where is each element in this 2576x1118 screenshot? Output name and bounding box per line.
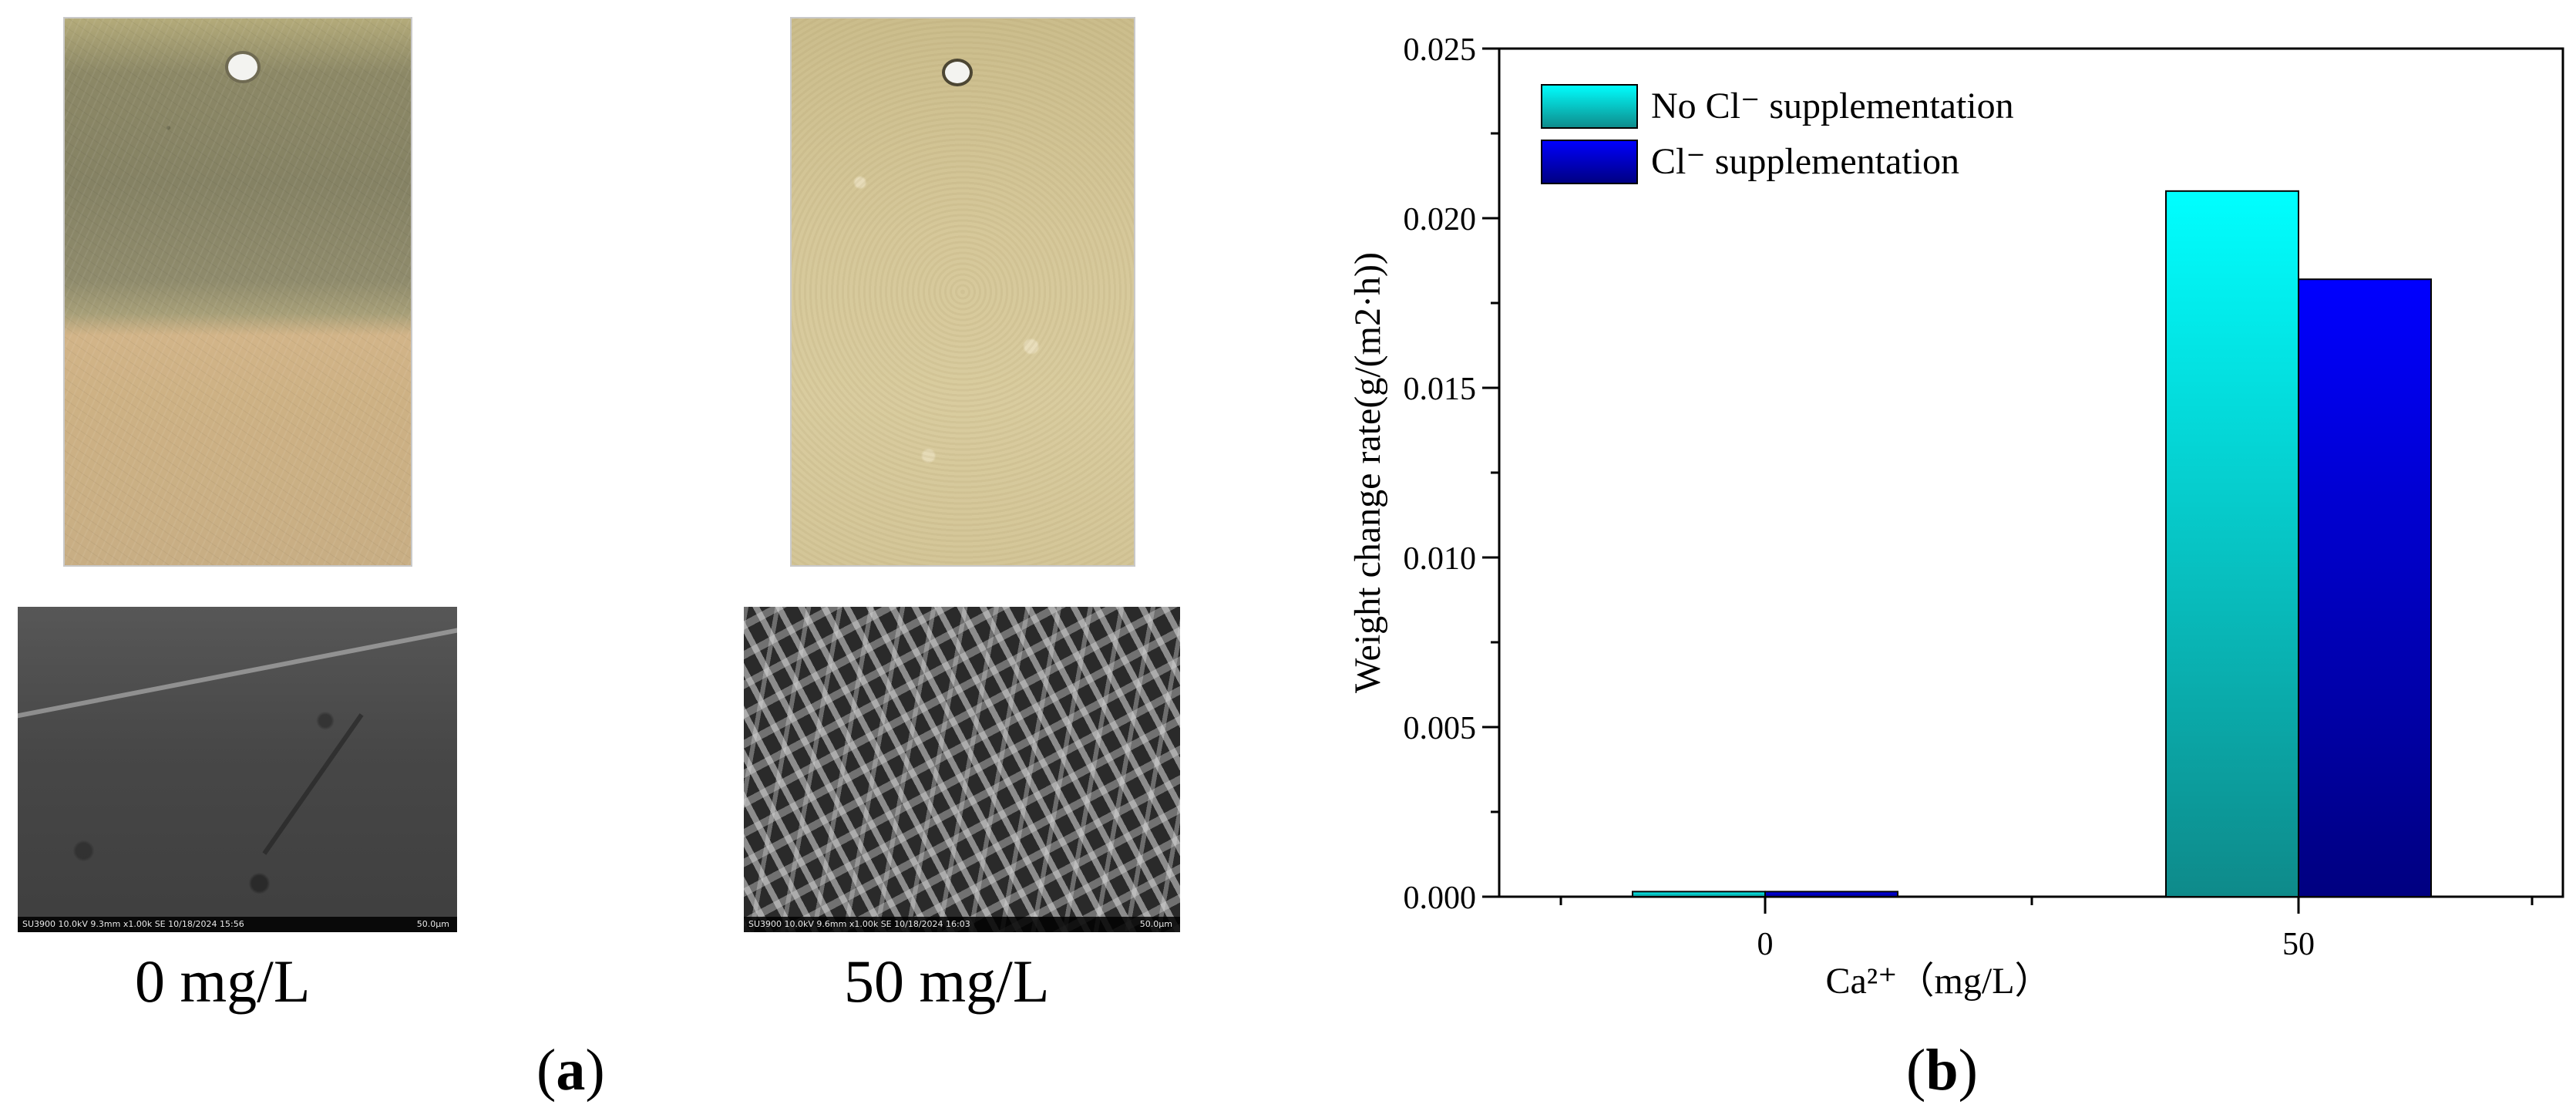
x-axis-title: Ca²⁺（mg/L） [1825,961,2051,1002]
bar-chart-panel-b: 0 50 0.000 0.005 0.010 0.015 0.020 0.025 Weight … [1310,0,2576,1118]
sem-image-0mg: SU3900 10.0kV 9.3mm x1.00k SE 10/18/2024… [18,607,457,932]
bar-cl-0 [1764,891,1898,898]
sem-info-bar: SU3900 10.0kV 9.3mm x1.00k SE 10/18/2024… [18,917,457,932]
panel-a: SU3900 10.0kV 9.3mm x1.00k SE 10/18/2024… [0,0,1310,1118]
label-letter: b [1925,1038,1959,1103]
panel-label-a: (a) [536,1037,605,1104]
bar-no-cl-0 [1632,891,1766,898]
legend-label: No Cl⁻ supplementation [1651,86,2014,126]
bar-no-cl-50 [2165,190,2299,898]
y-tick-label: 0.025 [1404,32,1477,68]
panel-label-b: (b) [1906,1037,1978,1104]
y-tick-label: 0.020 [1404,202,1477,237]
label-close: ) [1958,1038,1978,1103]
coupon-hole [225,51,261,83]
coupon-photo-50mg [790,17,1135,567]
y-axis-title: Weight change rate(g/(m2·h)) [1347,252,1388,693]
bar-cl-50 [2298,278,2432,897]
sem-scale-text: 50.0µm [416,919,449,929]
y-tick-label: 0.010 [1404,541,1477,577]
sem-info-text: SU3900 10.0kV 9.3mm x1.00k SE 10/18/2024… [22,919,244,929]
legend-label: Cl⁻ supplementation [1651,141,1959,182]
y-tick-label: 0.000 [1404,881,1477,916]
chart-svg: 0 50 0.000 0.005 0.010 0.015 0.020 0.025 Weight … [1347,32,2564,1002]
coupon-photo-0mg [63,17,412,567]
coupon-hole [942,59,973,86]
label-close: ) [585,1038,605,1103]
y-tick-label: 0.005 [1404,711,1477,746]
sem-info-bar: SU3900 10.0kV 9.6mm x1.00k SE 10/18/2024… [744,917,1180,932]
y-tick-label: 0.015 [1404,372,1477,407]
sample-caption-50mg: 50 mg/L [844,948,1050,1015]
sem-image-50mg: SU3900 10.0kV 9.6mm x1.00k SE 10/18/2024… [744,607,1180,932]
sem-info-text: SU3900 10.0kV 9.6mm x1.00k SE 10/18/2024… [748,919,970,929]
label-letter: a [556,1038,586,1103]
legend-swatch [1541,140,1638,184]
x-tick-label: 0 [1757,927,1774,962]
label-open: ( [536,1038,557,1103]
x-tick-label: 50 [2282,927,2315,962]
sample-caption-0mg: 0 mg/L [135,948,311,1015]
sem-scale-text: 50.0µm [1139,919,1172,929]
legend-swatch [1541,84,1638,129]
label-open: ( [1906,1038,1926,1103]
